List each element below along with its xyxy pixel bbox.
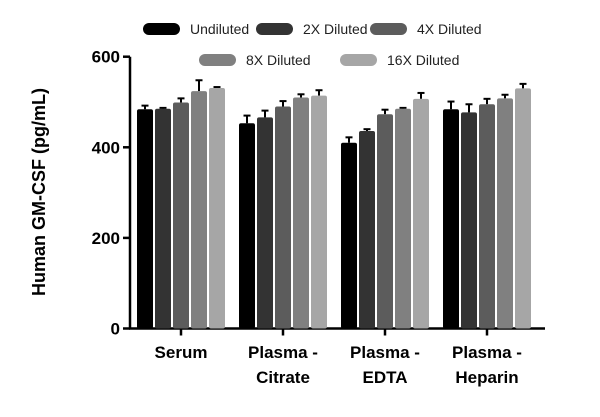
legend-label: 2X Diluted <box>303 21 368 37</box>
bar <box>311 95 327 329</box>
bar <box>341 142 357 329</box>
bar <box>275 106 291 329</box>
bar <box>461 112 477 329</box>
legend-label: 8X Diluted <box>246 52 311 68</box>
bar <box>173 102 189 329</box>
legend-label: Undiluted <box>190 21 249 37</box>
legend-label: 16X Diluted <box>387 52 459 68</box>
legend-swatch <box>143 23 180 35</box>
x-tick-label: Citrate <box>256 368 310 387</box>
y-tick-label: 0 <box>111 320 120 339</box>
bar <box>257 117 273 329</box>
bar <box>515 88 531 329</box>
y-tick-label: 400 <box>92 138 120 157</box>
legend-swatch <box>199 54 236 66</box>
bar <box>497 98 513 329</box>
y-tick-label: 200 <box>92 229 120 248</box>
bar <box>479 104 495 329</box>
bar <box>137 109 153 329</box>
bar <box>377 114 393 329</box>
bar <box>191 91 207 329</box>
x-tick-label: EDTA <box>362 368 407 387</box>
legend-swatch <box>256 23 293 35</box>
y-tick-label: 600 <box>92 48 120 67</box>
x-tick-label: Plasma - <box>350 343 420 362</box>
legend-label: 4X Diluted <box>417 21 482 37</box>
bar <box>155 108 171 329</box>
x-tick-label: Plasma - <box>248 343 318 362</box>
x-tick-label: Heparin <box>455 368 518 387</box>
y-axis-label: Human GM-CSF (pg/mL) <box>29 88 49 296</box>
x-tick-label: Serum <box>155 343 208 362</box>
x-tick-label: Plasma - <box>452 343 522 362</box>
bar <box>293 97 309 329</box>
legend-swatch <box>370 23 407 35</box>
bar <box>413 98 429 329</box>
bar <box>359 130 375 329</box>
legend-swatch <box>340 54 377 66</box>
bar <box>209 87 225 329</box>
bar <box>239 123 255 329</box>
bar <box>443 109 459 329</box>
bar <box>395 108 411 329</box>
